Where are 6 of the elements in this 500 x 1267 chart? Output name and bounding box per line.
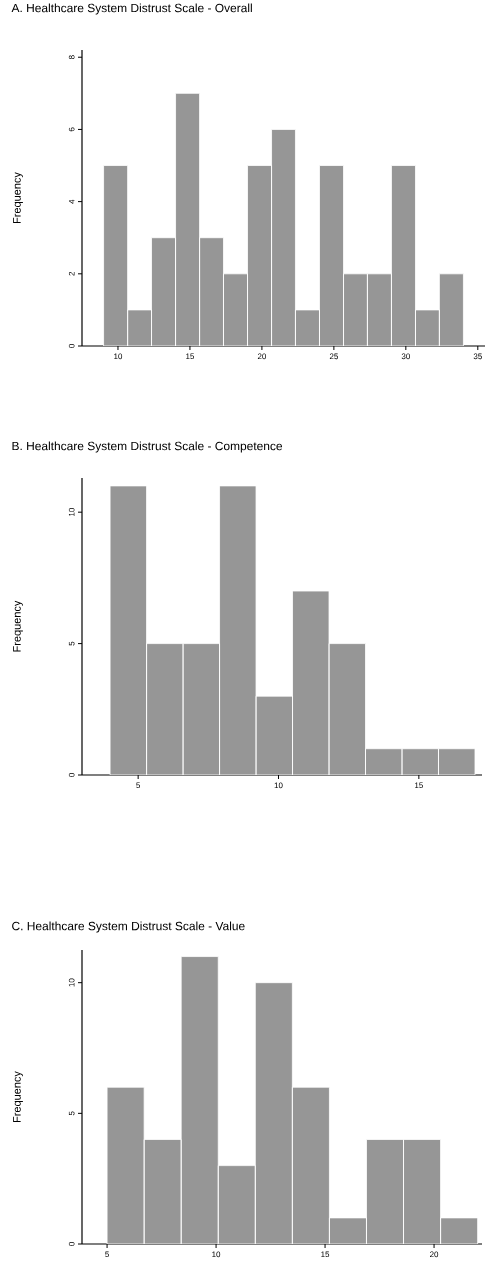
- chart-title: A. Healthcare System Distrust Scale - Overall: [11, 3, 252, 15]
- y-axis-title: Frequency: [13, 600, 23, 652]
- chart-title: B. Healthcare System Distrust Scale - Competence: [12, 441, 283, 453]
- chart-title: C. Healthcare System Distrust Scale - Value: [12, 921, 245, 933]
- y-axis-title: Frequency: [13, 1071, 23, 1122]
- y-axis-title: Frequency: [13, 172, 23, 223]
